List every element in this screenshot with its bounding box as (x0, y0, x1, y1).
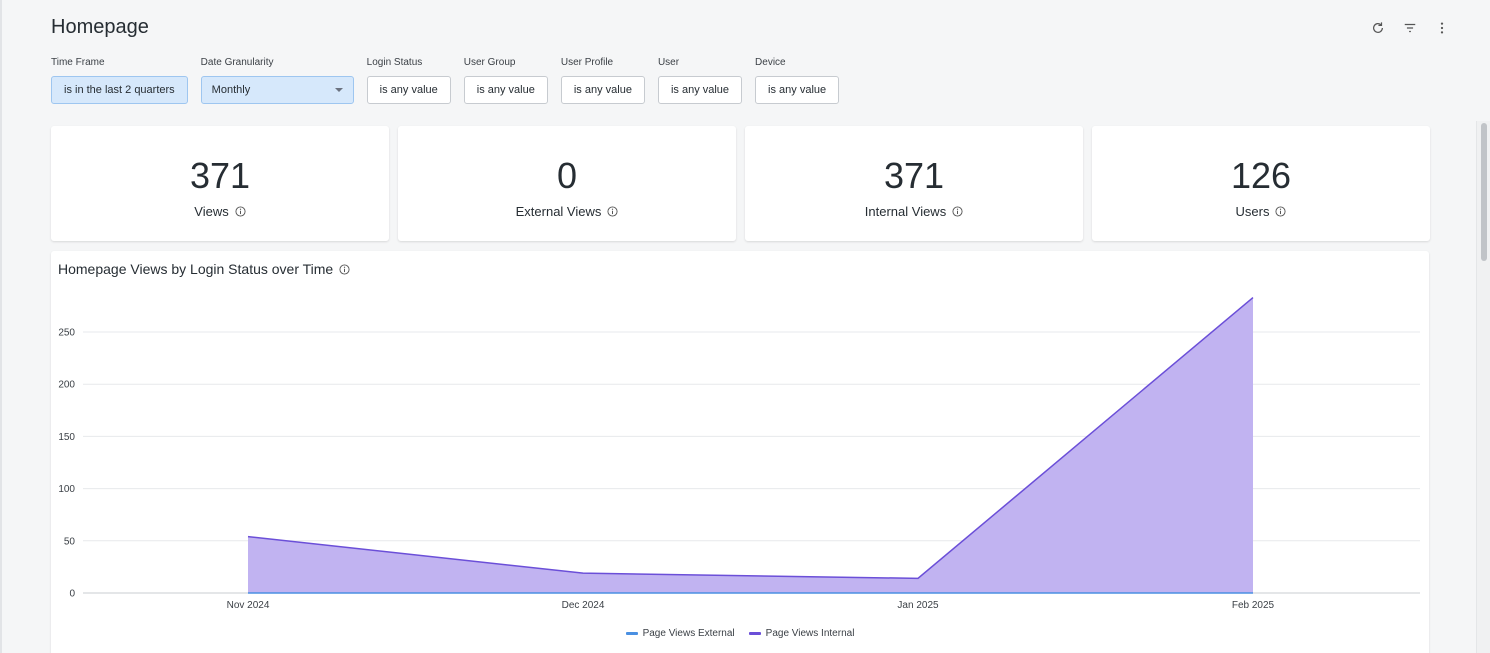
filter-icon[interactable] (1402, 20, 1418, 36)
login-status-filter-button[interactable]: is any value (366, 76, 451, 104)
filter-label: User (657, 57, 680, 68)
refresh-icon[interactable] (1370, 20, 1386, 36)
chart-title: Homepage Views by Login Status over Time (58, 261, 334, 277)
kpi-card-external-views: 0 External Views (398, 126, 736, 241)
info-icon[interactable] (952, 206, 963, 217)
filter-login-status: Login Status is any value (366, 57, 451, 104)
dashboard-header: Homepage (51, 14, 1450, 44)
filter-label: Login Status (366, 57, 423, 68)
filter-user-profile: User Profile is any value (560, 57, 645, 104)
filter-date-granularity: Date Granularity Monthly (200, 57, 354, 104)
device-filter-button[interactable]: is any value (755, 76, 840, 104)
time-frame-filter-button[interactable]: is in the last 2 quarters (51, 76, 188, 104)
filter-label: User Profile (560, 57, 614, 68)
y-tick-label: 200 (58, 380, 75, 391)
kpi-value: 371 (883, 155, 945, 196)
filter-label: Date Granularity (200, 57, 274, 68)
kpi-card-users: 126 Users (1092, 126, 1430, 241)
legend-item-internal[interactable]: Page Views Internal (748, 628, 855, 639)
x-tick-label: Nov 2024 (227, 600, 270, 611)
chart-legend: Page Views External Page Views Internal (51, 628, 1429, 639)
kpi-card-internal-views: 371 Internal Views (745, 126, 1083, 241)
legend-swatch-external (625, 632, 638, 635)
filter-user-group: User Group is any value (463, 57, 548, 104)
left-edge-divider (0, 0, 2, 653)
y-tick-label: 150 (58, 432, 75, 443)
info-icon[interactable] (607, 206, 618, 217)
more-vertical-icon[interactable] (1434, 20, 1450, 36)
area-chart: 0 50 100 150 200 250 Nov 2024 Dec 2024 Jan 2025 F… (58, 296, 1420, 611)
user-profile-filter-button[interactable]: is any value (560, 76, 645, 104)
kpi-label-row: Views (194, 204, 246, 219)
legend-item-external[interactable]: Page Views External (625, 628, 735, 639)
kpi-label: Users (1235, 204, 1270, 219)
kpi-value: 371 (189, 155, 251, 196)
kpi-card-views: 371 Views (51, 126, 389, 241)
y-tick-label: 50 (64, 536, 76, 547)
kpi-value: 126 (1230, 155, 1292, 196)
kpi-label: Views (194, 204, 229, 219)
filter-bar: Time Frame is in the last 2 quarters Dat… (51, 57, 852, 104)
vertical-scrollbar[interactable] (1476, 121, 1490, 653)
filter-device: Device is any value (755, 57, 840, 104)
filter-label: User Group (463, 57, 516, 68)
y-tick-label: 250 (58, 328, 75, 339)
header-actions (1370, 20, 1450, 36)
kpi-label: Internal Views (864, 204, 947, 219)
info-icon[interactable] (235, 206, 246, 217)
legend-label: Page Views External (642, 628, 735, 639)
series-line-internal (247, 296, 1254, 580)
scrollbar-thumb[interactable] (1481, 123, 1487, 261)
filter-time-frame: Time Frame is in the last 2 quarters (51, 57, 188, 104)
legend-swatch-internal (748, 632, 761, 635)
filter-label: Time Frame (51, 57, 105, 68)
legend-label: Page Views Internal (765, 628, 855, 639)
series-area-internal (248, 297, 1253, 593)
y-tick-label: 0 (69, 589, 75, 600)
date-granularity-select[interactable]: Monthly (200, 76, 354, 104)
kpi-value: 0 (556, 155, 578, 196)
info-icon[interactable] (339, 263, 350, 275)
kpi-label-row: Internal Views (865, 204, 963, 219)
kpi-label-row: External Views (516, 204, 619, 219)
chart-card: Homepage Views by Login Status over Time… (51, 251, 1429, 653)
x-tick-label: Jan 2025 (897, 600, 939, 611)
filter-label: Device (755, 57, 786, 68)
y-tick-label: 100 (58, 484, 75, 495)
user-filter-button[interactable]: is any value (657, 76, 743, 104)
user-group-filter-button[interactable]: is any value (463, 76, 548, 104)
kpi-label-row: Users (1236, 204, 1287, 219)
kpi-label: External Views (515, 204, 602, 219)
x-tick-label: Feb 2025 (1232, 600, 1275, 611)
chart-title-row: Homepage Views by Login Status over Time (58, 261, 350, 277)
info-icon[interactable] (1275, 206, 1287, 217)
kpi-row: 371 Views 0 External Views 371 Internal … (51, 126, 1430, 241)
x-tick-label: Dec 2024 (562, 600, 605, 611)
page-title: Homepage (51, 16, 149, 38)
filter-user: User is any value (657, 57, 743, 104)
date-granularity-value: Monthly (211, 84, 251, 96)
chevron-down-icon (334, 88, 343, 92)
